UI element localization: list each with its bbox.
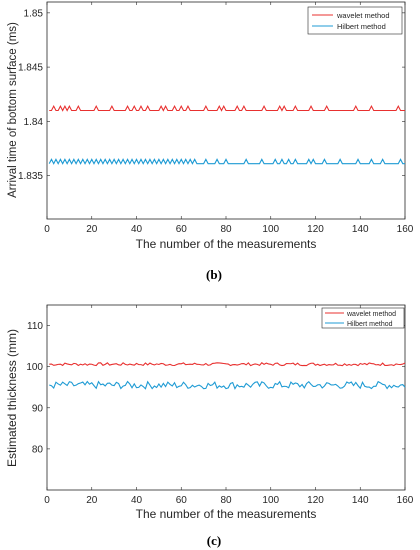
- x-tick-label: 60: [176, 224, 188, 235]
- panel-b-series: [48, 104, 405, 165]
- panel-c-x-ticks: 0 20 40 60 80 100 120 140 160: [44, 305, 414, 506]
- panel-b-legend-box: [307, 6, 403, 35]
- y-tick-label: 1.835: [18, 171, 43, 182]
- series-line-wavelet: [49, 104, 405, 112]
- panel-c-plot-area: [46, 304, 406, 491]
- legend-label-hilbert: Hilbert method: [347, 321, 393, 328]
- y-tick-label: 1.845: [18, 63, 43, 74]
- y-tick-label: 80: [32, 444, 44, 455]
- legend-label-hilbert: Hilbert method: [337, 22, 386, 31]
- x-tick-label: 60: [176, 495, 188, 506]
- panel-c-y-axis-label: Estimated thickness (mm): [5, 329, 19, 467]
- series-line-hilbert: [48, 158, 405, 165]
- panel-b-y-ticks: 1.835 1.84 1.845 1.85: [18, 8, 405, 182]
- panel-c-caption: (c): [207, 533, 221, 548]
- x-tick-label: 40: [131, 495, 143, 506]
- panel-b-caption: (b): [206, 267, 222, 282]
- y-tick-label: 1.84: [24, 117, 44, 128]
- x-tick-label: 160: [397, 224, 414, 235]
- panel-b-y-axis-label: Arrival time of bottom surface (ms): [7, 22, 19, 198]
- panel-c-chart: 0 20 40 60 80 100 120 140 160 80 90 100 110 The num…: [5, 304, 414, 548]
- series-line-wavelet: [49, 362, 406, 367]
- panel-c-x-axis-label: The number of the measurements: [136, 507, 317, 521]
- x-tick-label: 100: [262, 495, 279, 506]
- x-tick-label: 140: [352, 224, 369, 235]
- panel-c-series: [49, 362, 406, 390]
- panel-c-legend: wavelet method Hilbert method: [321, 307, 405, 329]
- x-tick-label: 160: [397, 495, 414, 506]
- x-tick-label: 0: [44, 495, 50, 506]
- series-line-hilbert: [49, 380, 406, 390]
- x-tick-label: 20: [86, 224, 98, 235]
- panel-b-legend: wavelet method Hilbert method: [307, 6, 403, 35]
- panel-b-x-axis-label: The number of the measurements: [136, 237, 317, 251]
- y-tick-label: 1.85: [24, 8, 44, 19]
- y-tick-label: 90: [32, 403, 44, 414]
- x-tick-label: 100: [262, 224, 279, 235]
- x-tick-label: 80: [220, 495, 232, 506]
- x-tick-label: 0: [44, 224, 50, 235]
- x-tick-label: 140: [352, 495, 369, 506]
- y-tick-label: 100: [26, 362, 43, 373]
- x-tick-label: 120: [307, 224, 324, 235]
- panel-b-x-ticks: 0 20 40 60 80 100 120 140 160: [44, 2, 414, 235]
- x-tick-label: 120: [307, 495, 324, 506]
- legend-label-wavelet: wavelet method: [346, 311, 396, 318]
- x-tick-label: 80: [220, 224, 232, 235]
- legend-label-wavelet: wavelet method: [336, 11, 390, 20]
- panel-b-chart: 0 20 40 60 80 100 120 140 160 1.835 1.84 1.845 1.85…: [7, 1, 414, 282]
- y-tick-label: 110: [27, 321, 43, 332]
- x-tick-label: 20: [86, 495, 98, 506]
- x-tick-label: 40: [131, 224, 143, 235]
